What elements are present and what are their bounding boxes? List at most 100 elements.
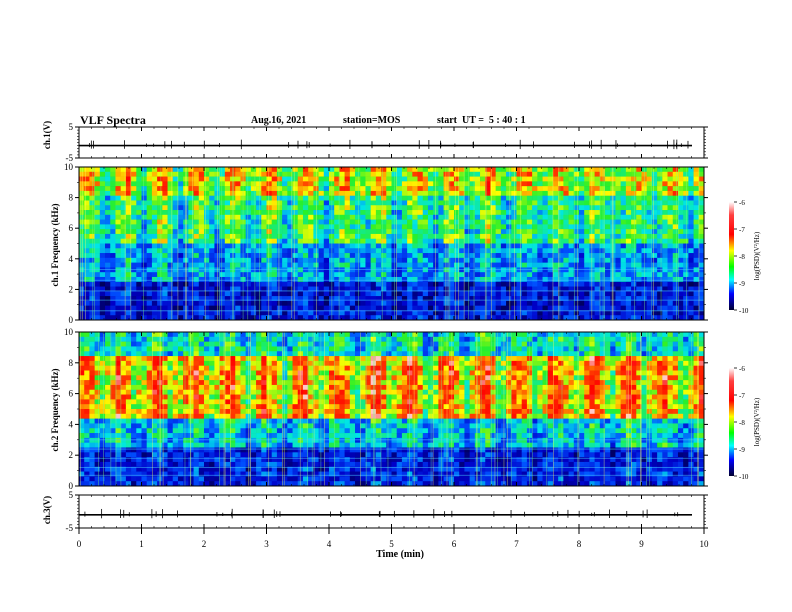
- spectrogram-cell: [448, 238, 455, 244]
- spectrogram-cell: [214, 272, 220, 278]
- spectrogram-cell: [396, 281, 403, 287]
- spectrogram-cell: [167, 276, 174, 283]
- spectrogram-cell: [99, 336, 106, 342]
- spectrogram-cell: [558, 195, 564, 201]
- spectrogram-cell: [131, 476, 137, 482]
- spectrogram-cell: [131, 384, 137, 391]
- spectrogram-cell: [287, 267, 293, 273]
- spectrogram-cell: [433, 262, 439, 268]
- spectrogram-cell: [323, 195, 330, 201]
- spectrogram-cell: [297, 200, 304, 206]
- spectrogram-cell: [261, 243, 267, 249]
- spectrogram-cell: [599, 248, 606, 254]
- spectrogram-cell: [94, 262, 101, 268]
- spectrogram-cell: [672, 305, 679, 311]
- spectrogram-cell: [219, 437, 226, 443]
- spectrogram-cell: [552, 195, 559, 201]
- spectrogram-cell: [209, 394, 215, 400]
- spectrogram-cell: [204, 257, 210, 263]
- spectrogram-cell: [651, 224, 658, 230]
- spectrogram-cell: [146, 423, 153, 429]
- spectrogram-cell: [547, 281, 554, 287]
- spectrogram-cell: [584, 205, 590, 211]
- spectrogram-cell: [209, 186, 215, 192]
- spectrogram-cell: [417, 190, 424, 196]
- spectrogram-cell: [631, 276, 637, 283]
- spectrogram-cell: [136, 404, 142, 410]
- spectrogram-cell: [573, 214, 580, 220]
- spectrogram-cell: [105, 365, 111, 371]
- spectrogram-cell: [370, 181, 377, 187]
- spectrogram-cell: [256, 186, 262, 192]
- spectrogram-cell: [537, 190, 543, 196]
- spectrogram-cell: [193, 267, 200, 273]
- spectrogram-cell: [683, 224, 689, 230]
- spectrogram-cell: [698, 224, 705, 230]
- spectrogram-cell: [261, 200, 267, 206]
- spectrogram-cell: [464, 171, 470, 177]
- spectrogram-cell: [219, 413, 226, 419]
- spectrogram-cell: [235, 195, 241, 201]
- spectrogram-cell: [417, 315, 424, 321]
- spectrogram-cell: [558, 286, 564, 292]
- spectrogram-cell: [360, 248, 366, 254]
- spectrogram-cell: [422, 257, 429, 263]
- spectrogram-cell: [89, 437, 95, 443]
- spectrogram-cell: [485, 305, 491, 311]
- spectrogram-cell: [198, 205, 205, 211]
- spectrogram-cell: [79, 243, 85, 249]
- spectrogram-cell: [563, 267, 569, 273]
- spectrogram-cell: [193, 370, 200, 376]
- spectrogram-cell: [563, 176, 569, 182]
- spectrogram-cell: [625, 243, 632, 249]
- spectrogram-cell: [146, 267, 153, 273]
- spectrogram-cell: [631, 238, 637, 244]
- spectrogram-cell: [79, 210, 85, 216]
- spectrogram-cell: [500, 296, 507, 302]
- spectrogram-cell: [464, 181, 470, 187]
- spectrogram-cell: [370, 310, 377, 316]
- spectrogram-cell: [110, 394, 116, 400]
- spectrogram-cell: [542, 286, 549, 292]
- spectrogram-cell: [84, 360, 90, 366]
- spectrogram-cell: [625, 210, 632, 216]
- spectrogram-cell: [177, 296, 184, 302]
- spectrogram-cell: [125, 360, 132, 366]
- spectrogram-cell: [250, 276, 257, 283]
- spectrogram-cell: [271, 167, 278, 173]
- spectrogram-cell: [573, 300, 580, 306]
- spectrogram-cell: [615, 186, 621, 192]
- spectrogram-cell: [495, 224, 502, 230]
- spectrogram-cell: [657, 310, 663, 316]
- spectrogram-cell: [151, 346, 158, 352]
- spectrogram-cell: [579, 233, 585, 240]
- spectrogram-cell: [667, 267, 674, 273]
- spectrogram-cell: [120, 375, 127, 381]
- spectrogram-cell: [198, 356, 205, 362]
- spectrogram-cell: [427, 219, 434, 225]
- spectrogram-cell: [412, 195, 418, 201]
- spectrogram-cell: [89, 248, 95, 254]
- spectrogram-cell: [79, 370, 85, 376]
- spectrogram-cell: [469, 233, 476, 240]
- spectrogram-cell: [240, 399, 246, 405]
- spectrogram-cell: [344, 262, 351, 268]
- spectrogram-cell: [99, 305, 106, 311]
- spectrogram-cell: [532, 310, 538, 316]
- spectrogram-cell: [131, 276, 137, 283]
- spectrogram-cell: [584, 291, 590, 297]
- spectrogram-cell: [511, 229, 517, 235]
- spectrogram-cell: [261, 276, 267, 283]
- spectrogram-cell: [672, 248, 679, 254]
- spectrogram-cell: [355, 186, 361, 192]
- spectrogram-cell: [146, 195, 153, 201]
- spectrogram-cell: [224, 210, 231, 216]
- spectrogram-cell: [204, 233, 210, 240]
- spectrogram-cell: [375, 262, 382, 268]
- spectrogram-cell: [183, 190, 189, 196]
- spectrogram-cell: [146, 471, 153, 477]
- spectrogram-cell: [677, 171, 684, 177]
- spectrogram-cell: [438, 186, 444, 192]
- spectrogram-cell: [89, 423, 95, 429]
- spectrogram-cell: [568, 229, 575, 235]
